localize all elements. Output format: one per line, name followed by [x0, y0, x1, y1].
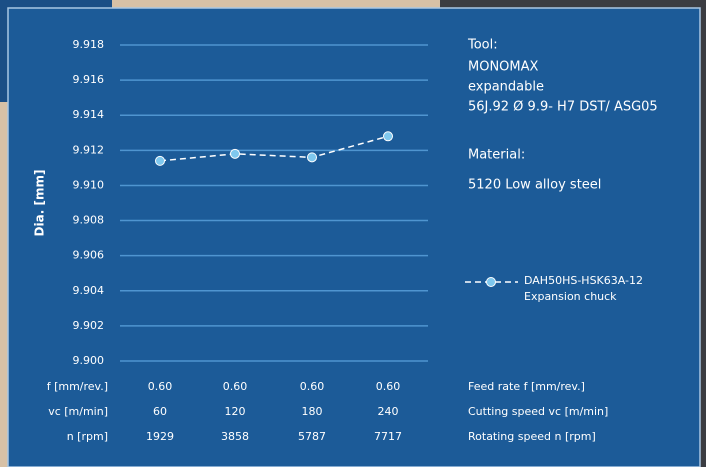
row-value: 240	[378, 405, 399, 418]
y-tick-label: 9.900	[73, 354, 105, 367]
info-text: MONOMAX	[468, 60, 539, 75]
y-tick-label: 9.916	[73, 73, 105, 86]
row-value: 0.60	[376, 380, 401, 393]
row-label: f [mm/rev.]	[47, 380, 108, 393]
series-line	[159, 135, 389, 162]
y-tick-label: 9.906	[73, 249, 105, 262]
row-value: 60	[153, 405, 167, 418]
y-tick-label: 9.912	[73, 143, 105, 156]
row-value: 7717	[374, 430, 402, 443]
data-point	[383, 131, 393, 142]
row-description: Feed rate f [mm/rev.]	[468, 380, 585, 393]
legend-label: DAH50HS-HSK63A-12 Expansion chuck	[524, 274, 644, 303]
row-label: vc [m/min]	[48, 405, 108, 418]
y-tick-label: 9.902	[73, 319, 105, 332]
row-value: 0.60	[300, 380, 325, 393]
row-value: 180	[302, 405, 323, 418]
row-label: n [rpm]	[67, 430, 108, 443]
row-value: 0.60	[223, 380, 248, 393]
row-value: 120	[225, 405, 246, 418]
row-value: 5787	[298, 430, 326, 443]
chart-panel	[7, 7, 701, 467]
y-tick-label: 9.904	[73, 284, 105, 297]
info-text: 56J.92 Ø 9.9- H7 DST/ ASG05	[468, 100, 658, 115]
row-description: Cutting speed vc [m/min]	[468, 405, 608, 418]
info-heading: Material:	[468, 148, 525, 163]
y-tick-label: 9.914	[73, 108, 105, 121]
row-description: Rotating speed n [rpm]	[468, 430, 596, 443]
legend-marker	[486, 277, 496, 287]
y-axis-label: Dia. [mm]	[33, 170, 47, 237]
info-heading: Tool:	[467, 38, 498, 53]
info-text: 5120 Low alloy steel	[468, 178, 601, 193]
y-tick-label: 9.908	[73, 214, 105, 227]
row-value: 0.60	[148, 380, 173, 393]
info-text: expandable	[468, 80, 544, 95]
data-point	[230, 148, 240, 159]
y-tick-label: 9.910	[73, 178, 105, 191]
row-value: 1929	[146, 430, 174, 443]
data-point	[155, 155, 165, 166]
row-value: 3858	[221, 430, 249, 443]
y-tick-label: 9.918	[73, 38, 105, 51]
data-point	[307, 152, 317, 163]
